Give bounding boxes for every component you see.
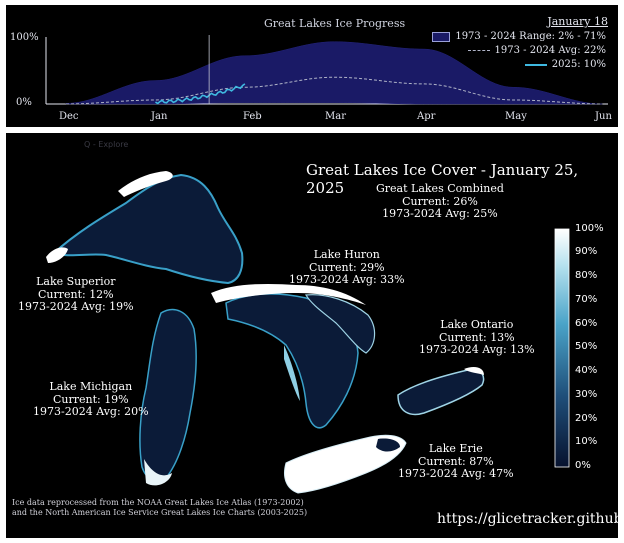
michigan-name: Lake Michigan: [49, 380, 133, 393]
current-swatch: [524, 63, 547, 66]
ontario-avg: 1973-2024 Avg: 13%: [419, 343, 535, 357]
superior-west-ice: [46, 247, 68, 263]
date-link[interactable]: January 18: [547, 15, 608, 28]
combined-current: Current: 26%: [402, 194, 478, 208]
colorbar: [554, 228, 570, 468]
lake-ontario-shape[interactable]: [397, 368, 485, 416]
x-tick-dec: Dec: [59, 111, 79, 122]
label-erie: Lake Erie Current: 87% 1973-2024 Avg: 47…: [398, 442, 514, 481]
label-huron: Lake Huron Current: 29% 1973-2024 Avg: 3…: [289, 248, 405, 287]
combined-name: Great Lakes Combined: [376, 182, 504, 195]
huron-north-ice: [211, 283, 366, 305]
huron-name: Lake Huron: [313, 248, 380, 261]
superior-current: Current: 12%: [37, 287, 114, 301]
colorbar-tick: 20%: [575, 413, 598, 424]
legend-range: 1973 - 2024 Range: 2% - 71%: [432, 31, 606, 42]
explore-toolbar[interactable]: Q - Explore: [84, 140, 129, 149]
lake-erie-shape[interactable]: [284, 434, 407, 494]
range-swatch: [432, 31, 451, 42]
legend-range-label: 1973 - 2024 Range: 2% - 71%: [455, 31, 606, 42]
ice-progress-panel: Great Lakes Ice Progress January 18 1973…: [6, 5, 618, 127]
label-michigan: Lake Michigan Current: 19% 1973-2024 Avg…: [33, 380, 149, 419]
ontario-current: Current: 13%: [438, 330, 515, 344]
erie-name: Lake Erie: [428, 442, 483, 455]
ice-cover-map-panel: Q - Explore Gre: [6, 133, 618, 538]
label-combined: Great Lakes Combined Current: 26% 1973-2…: [376, 182, 504, 221]
colorbar-tick: 40%: [575, 365, 598, 376]
michigan-current: Current: 19%: [52, 392, 129, 406]
y-tick-100: 100%: [10, 32, 39, 43]
label-superior: Lake Superior Current: 12% 1973-2024 Avg…: [18, 275, 134, 314]
ontario-east-ice: [464, 367, 484, 375]
x-tick-mar: Mar: [325, 111, 346, 122]
data-source-note: Ice data reprocessed from the NOAA Great…: [12, 498, 307, 518]
current-season-line: [155, 83, 246, 105]
superior-name: Lake Superior: [36, 275, 116, 288]
map-title: Great Lakes Ice Cover - January 25, 2025: [306, 161, 579, 197]
source-line-1: Ice data reprocessed from the NOAA Great…: [12, 498, 304, 507]
colorbar-tick: 70%: [575, 294, 598, 305]
legend-current-label: 2025: 10%: [551, 59, 606, 70]
great-lakes-map[interactable]: [6, 133, 618, 538]
x-tick-jun: Jun: [595, 111, 612, 122]
x-tick-apr: Apr: [417, 111, 436, 122]
colorbar-tick: 50%: [575, 341, 598, 352]
avg-swatch: [467, 50, 490, 51]
huron-current: Current: 29%: [308, 260, 385, 274]
colorbar-tick: 100%: [575, 223, 604, 234]
superior-avg: 1973-2024 Avg: 19%: [18, 300, 134, 314]
site-url[interactable]: https://glicetracker.github.io: [437, 511, 618, 527]
erie-current: Current: 87%: [417, 454, 494, 468]
colorbar-tick: 30%: [575, 389, 598, 400]
range-band: [65, 41, 603, 105]
x-tick-feb: Feb: [243, 111, 262, 122]
colorbar-tick: 0%: [575, 460, 591, 471]
erie-avg: 1973-2024 Avg: 47%: [398, 467, 514, 481]
label-ontario: Lake Ontario Current: 13% 1973-2024 Avg:…: [419, 318, 535, 357]
x-tick-may: May: [505, 111, 527, 122]
huron-shore-ice: [284, 345, 300, 401]
ice-progress-chart: [45, 35, 608, 105]
colorbar-tick: 60%: [575, 318, 598, 329]
lake-superior-shape[interactable]: [52, 173, 244, 285]
combined-avg: 1973-2024 Avg: 25%: [382, 207, 498, 221]
ontario-name: Lake Ontario: [440, 318, 514, 331]
huron-avg: 1973-2024 Avg: 33%: [289, 273, 405, 287]
source-line-2: and the North American Ice Service Great…: [12, 508, 308, 517]
y-tick-0: 0%: [16, 97, 32, 108]
erie-open-water: [376, 438, 400, 452]
legend-avg-label: 1973 - 2024 Avg: 22%: [494, 45, 606, 56]
chart-title: Great Lakes Ice Progress: [264, 17, 406, 30]
superior-north-ice: [118, 171, 173, 197]
avg-line: [65, 76, 603, 105]
x-tick-jan: Jan: [151, 111, 168, 122]
legend-current: 2025: 10%: [524, 59, 606, 70]
legend-avg: 1973 - 2024 Avg: 22%: [467, 45, 606, 56]
colorbar-tick: 10%: [575, 436, 598, 447]
colorbar-tick: 80%: [575, 270, 598, 281]
georgian-bay-shape[interactable]: [304, 294, 376, 354]
michigan-south-ice: [144, 459, 172, 486]
lake-huron-shape[interactable]: [225, 293, 359, 429]
colorbar-tick: 90%: [575, 246, 598, 257]
michigan-avg: 1973-2024 Avg: 20%: [33, 405, 149, 419]
